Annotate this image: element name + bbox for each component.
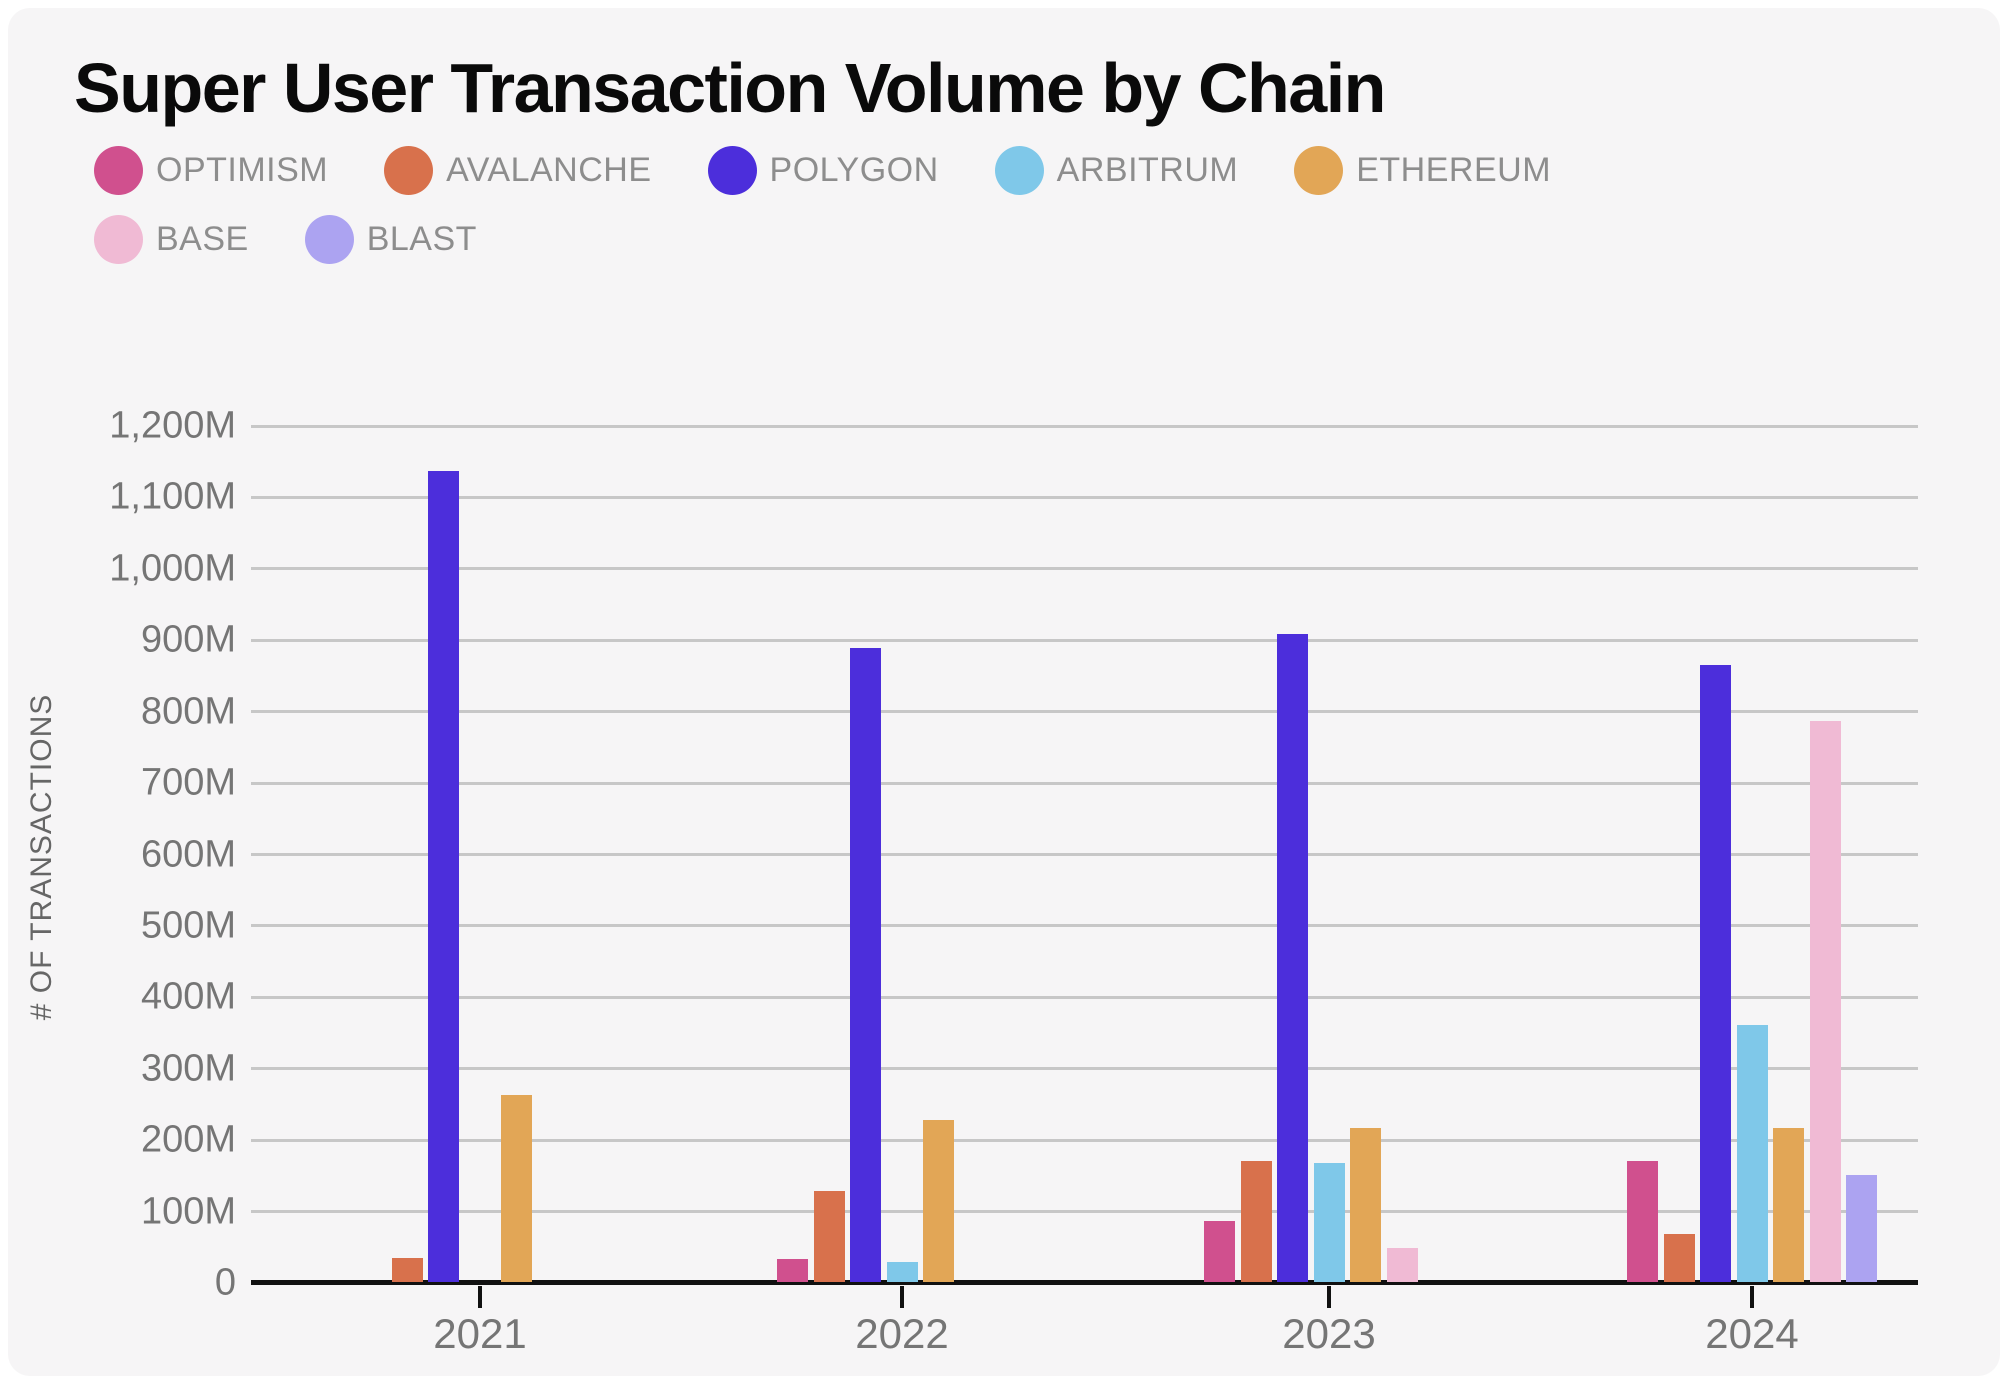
y-tick-label-1-200m: 1,200M [109, 404, 236, 447]
x-axis-baseline [251, 1280, 1918, 1285]
bar-avalanche-2023[interactable] [1240, 1160, 1272, 1282]
x-tick-2021 [478, 1286, 482, 1308]
x-tick-2022 [900, 1286, 904, 1308]
bar-base-2024[interactable] [1809, 720, 1841, 1282]
bar-polygon-2024[interactable] [1700, 664, 1731, 1282]
gridline [251, 995, 1918, 999]
bar-ethereum-2023[interactable] [1350, 1127, 1381, 1282]
x-tick-2024 [1750, 1286, 1754, 1308]
chart-card: Super User Transaction Volume by Chain O… [8, 8, 2000, 1376]
legend-label: BASE [156, 220, 249, 258]
bar-arbitrum-2024[interactable] [1736, 1024, 1768, 1282]
x-label-2024: 2024 [1705, 1310, 1799, 1357]
legend-swatch-optimism [94, 146, 143, 195]
legend-item-ethereum[interactable]: ETHEREUM [1294, 146, 1551, 195]
bar-optimism-2023[interactable] [1204, 1221, 1235, 1282]
y-tick-label-700m: 700M [140, 761, 236, 804]
gridline [251, 1210, 1918, 1214]
gridline [251, 781, 1918, 785]
y-tick-label-300m: 300M [140, 1047, 236, 1090]
plot-area: 2021 2022 2023 2024 [251, 424, 1918, 1357]
legend-swatch-avalanche [384, 146, 434, 195]
legend-label: AVALANCHE [446, 151, 652, 189]
legend-item-blast[interactable]: BLAST [304, 215, 477, 264]
chart-title: Super User Transaction Volume by Chain [74, 49, 1386, 127]
bar-avalanche-2024[interactable] [1663, 1234, 1695, 1282]
bar-polygon-2023[interactable] [1277, 633, 1308, 1282]
legend-label: POLYGON [769, 151, 939, 189]
legend-item-avalanche[interactable]: AVALANCHE [384, 146, 651, 195]
y-tick-label-900m: 900M [140, 618, 236, 661]
y-tick-label-1-100m: 1,100M [109, 475, 236, 518]
gridline [251, 638, 1918, 642]
gridline [251, 924, 1918, 928]
legend: OPTIMISM AVALANCHE POLYGON ARBITRUM ETHEREUM… [94, 146, 1814, 264]
bar-arbitrum-2022[interactable] [886, 1262, 918, 1282]
x-tick-2023 [1327, 1286, 1331, 1308]
x-label-2021: 2021 [433, 1310, 527, 1357]
legend-item-arbitrum[interactable]: ARBITRUM [994, 146, 1239, 195]
bar-arbitrum-2023[interactable] [1313, 1163, 1345, 1282]
legend-item-base[interactable]: BASE [94, 215, 249, 264]
legend-label: ARBITRUM [1056, 151, 1239, 189]
y-tick-label-600m: 600M [140, 833, 236, 875]
bar-optimism-2024[interactable] [1627, 1160, 1658, 1282]
gridline [251, 424, 1918, 428]
bar-optimism-2022[interactable] [777, 1259, 808, 1282]
gridline [251, 495, 1918, 499]
y-tick-label-1-000m: 1,000M [109, 547, 236, 590]
bar-blast-2024[interactable] [1846, 1174, 1877, 1282]
legend-row: BASE BLAST [94, 215, 1814, 264]
legend-label: ETHEREUM [1356, 151, 1552, 189]
y-tick-label-500m: 500M [140, 904, 236, 947]
y-tick-label-200m: 200M [140, 1118, 236, 1161]
bar-polygon-2021[interactable] [428, 471, 459, 1282]
gridline [251, 1067, 1918, 1071]
bar-polygon-2022[interactable] [850, 647, 881, 1282]
gridline [251, 853, 1918, 856]
y-tick-label-800m: 800M [140, 690, 236, 733]
legend-swatch-base [94, 215, 143, 264]
gridline [251, 710, 1918, 714]
bar-base-2023[interactable] [1386, 1247, 1418, 1282]
y-tick-label-400m: 400M [140, 975, 236, 1018]
legend-swatch-polygon [707, 146, 757, 195]
bar-ethereum-2021[interactable] [501, 1094, 532, 1282]
legend-item-polygon[interactable]: POLYGON [707, 146, 939, 195]
legend-swatch-ethereum [1294, 146, 1344, 195]
legend-label: BLAST [366, 220, 477, 258]
y-tick-label-0: 0 [214, 1261, 236, 1304]
legend-swatch-arbitrum [994, 146, 1044, 195]
legend-label: OPTIMISM [156, 151, 329, 189]
gridline [251, 567, 1918, 571]
x-label-2023: 2023 [1282, 1310, 1376, 1357]
bar-ethereum-2024[interactable] [1773, 1127, 1804, 1282]
legend-row: OPTIMISM AVALANCHE POLYGON ARBITRUM ETHEREUM [94, 146, 1814, 195]
legend-swatch-blast [304, 215, 354, 264]
y-tick-label-100m: 100M [140, 1190, 236, 1233]
bar-avalanche-2022[interactable] [813, 1190, 845, 1282]
x-label-2022: 2022 [855, 1310, 949, 1357]
legend-item-optimism[interactable]: OPTIMISM [94, 146, 328, 195]
bar-avalanche-2021[interactable] [391, 1258, 423, 1282]
bar-ethereum-2022[interactable] [923, 1119, 954, 1282]
gridline [251, 1138, 1918, 1142]
